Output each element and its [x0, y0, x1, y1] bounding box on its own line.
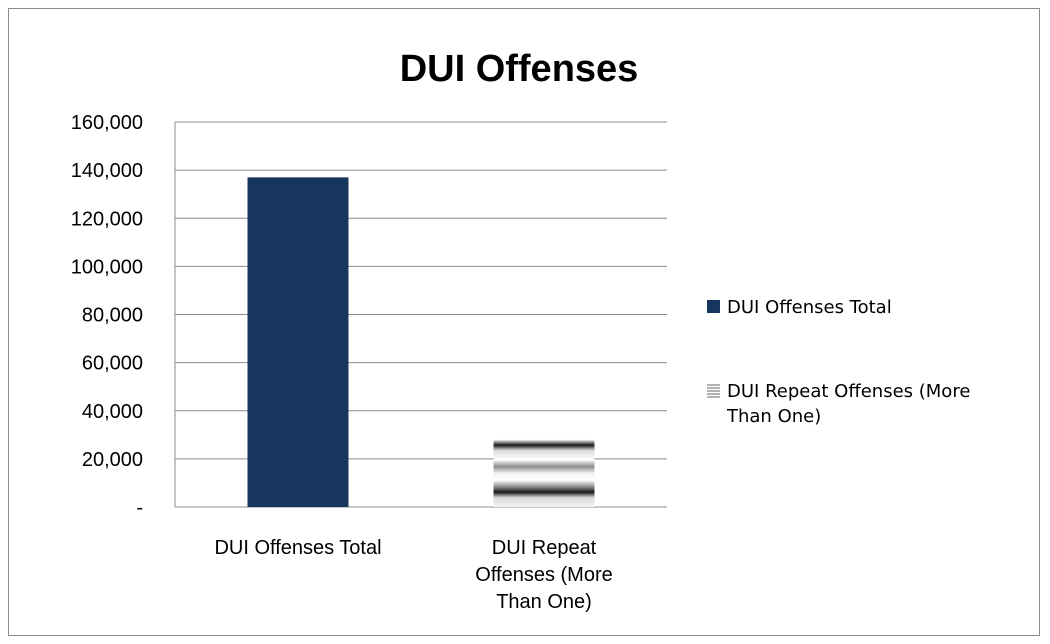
y-tick-label: 80,000 — [82, 305, 143, 327]
legend-swatch — [707, 300, 720, 313]
y-tick-label: 40,000 — [82, 401, 143, 423]
y-tick-label: 60,000 — [82, 353, 143, 375]
chart-frame: DUI Offenses - 20,000 40,000 60,000 80,000 10… — [8, 8, 1040, 636]
bar-chart: DUI Offenses - 20,000 40,000 60,000 80,000 10… — [71, 48, 971, 613]
y-tick-label: 120,000 — [71, 208, 143, 230]
legend: DUI Offenses Total DUI Repeat Offenses (M… — [707, 297, 970, 427]
y-tick-label: 20,000 — [82, 449, 143, 471]
x-tick-label: Than One) — [496, 591, 592, 613]
x-axis-labels: DUI Offenses Total DUI Repeat Offenses (Mo… — [214, 537, 612, 613]
x-tick-label: DUI Repeat — [492, 537, 597, 559]
bar — [493, 439, 595, 507]
legend-label: DUI Repeat Offenses (More — [727, 381, 970, 402]
legend-label: Than One) — [726, 406, 821, 427]
legend-label: DUI Offenses Total — [727, 297, 892, 318]
y-tick-label: - — [136, 497, 143, 519]
y-axis-ticks: - 20,000 40,000 60,000 80,000 100,000 120,000 1… — [71, 112, 143, 519]
bar — [247, 177, 349, 507]
y-tick-label: 100,000 — [71, 256, 143, 278]
x-tick-label: Offenses (More — [475, 564, 612, 586]
y-tick-label: 160,000 — [71, 112, 143, 134]
x-tick-label: DUI Offenses Total — [214, 537, 381, 559]
bars — [247, 177, 595, 507]
y-tick-label: 140,000 — [71, 160, 143, 182]
chart-title: DUI Offenses — [400, 48, 639, 90]
legend-swatch — [707, 384, 720, 398]
